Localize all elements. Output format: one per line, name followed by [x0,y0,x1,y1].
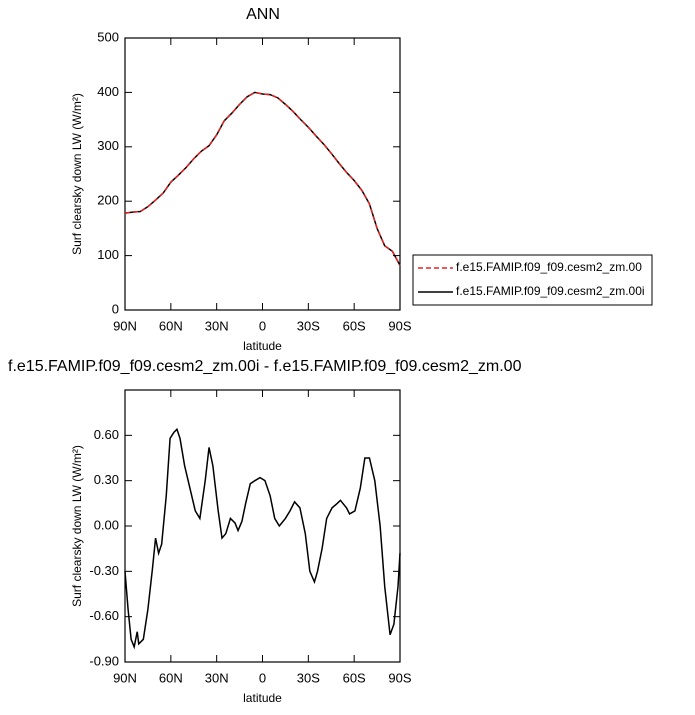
data-line [124,91,401,266]
x-tick-label: 90S [388,318,411,333]
y-tick-label: 0.00 [94,517,119,532]
x-axis-label: latitude [243,339,282,353]
x-tick-label: 90S [388,670,411,685]
x-tick-label: 90N [113,318,137,333]
y-tick-label: -0.60 [89,608,119,623]
legend-label: f.e15.FAMIP.f09_f09.cesm2_zm.00i [456,284,645,298]
x-tick-label: 60N [159,670,183,685]
x-tick-label: 30S [297,318,320,333]
plot-frame [124,389,401,663]
data-line [124,427,401,650]
x-tick-label: 60N [159,318,183,333]
legend-box [412,254,653,306]
y-axis-label: Surf clearsky down LW (W/m²) [70,93,84,255]
x-tick-label: 30N [205,670,229,685]
y-tick-label: 100 [97,247,119,262]
y-axis-label: Surf clearsky down LW (W/m²) [70,445,84,607]
chart-title: f.e15.FAMIP.f09_f09.cesm2_zm.00i - f.e15… [8,358,522,375]
y-tick-label: 200 [97,193,119,208]
legend-label: f.e15.FAMIP.f09_f09.cesm2_zm.00 [456,260,642,274]
x-tick-label: 90N [113,670,137,685]
y-tick-label: -0.30 [89,563,119,578]
y-tick-label: 0.30 [94,472,119,487]
x-tick-label: 30N [205,318,229,333]
chart-title: ANN [246,6,280,23]
x-tick-label: 60S [343,670,366,685]
x-tick-label: 0 [259,670,266,685]
plot-frame [124,37,401,311]
y-tick-label: 0.60 [94,427,119,442]
y-tick-label: -0.90 [89,653,119,668]
y-tick-label: 0 [112,301,119,316]
x-axis-label: latitude [243,691,282,705]
x-tick-label: 0 [259,318,266,333]
data-line [124,91,401,266]
y-tick-label: 400 [97,84,119,99]
x-tick-label: 60S [343,318,366,333]
y-tick-label: 500 [97,29,119,44]
x-tick-label: 30S [297,670,320,685]
y-tick-label: 300 [97,138,119,153]
